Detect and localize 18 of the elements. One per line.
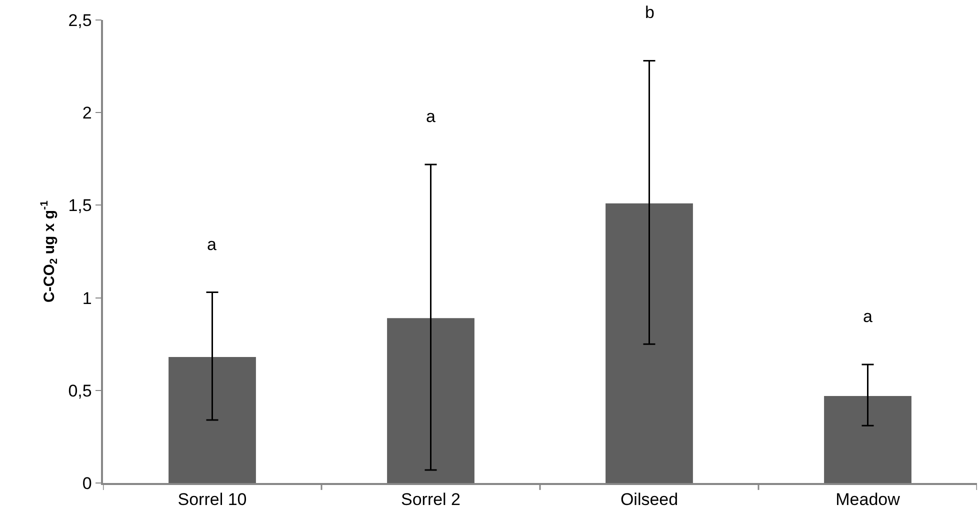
x-tick-label: Oilseed bbox=[620, 490, 678, 510]
y-tick-label: 2,5 bbox=[68, 10, 92, 30]
annotation: a bbox=[426, 107, 436, 126]
y-tick-label: 0,5 bbox=[68, 381, 92, 400]
x-tick-label: Sorrel 10 bbox=[178, 490, 247, 510]
bar bbox=[387, 318, 474, 483]
bar bbox=[606, 203, 693, 483]
x-tick-label: Sorrel 2 bbox=[400, 490, 461, 510]
annotation: b bbox=[645, 3, 654, 22]
annotation: a bbox=[207, 235, 217, 254]
y-tick-label: 2 bbox=[82, 104, 92, 123]
y-tick-label: 1 bbox=[82, 288, 92, 308]
annotation: a bbox=[863, 307, 873, 326]
x-tick-label: Meadow bbox=[836, 490, 901, 510]
y-tick-label: 1,5 bbox=[68, 196, 92, 216]
y-tick-label: 0 bbox=[82, 474, 92, 493]
bar bbox=[168, 357, 256, 483]
bar bbox=[824, 396, 912, 483]
